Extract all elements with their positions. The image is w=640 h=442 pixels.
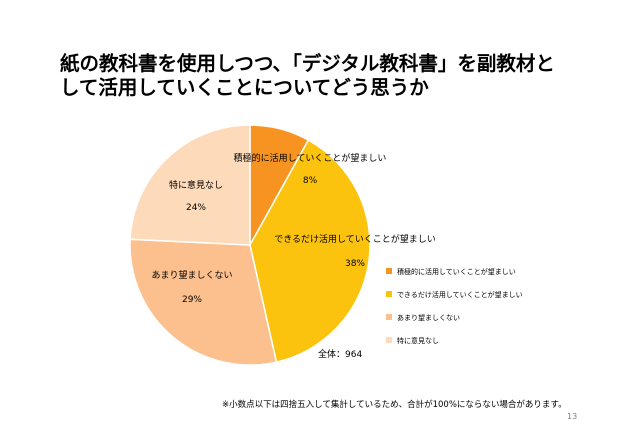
slice-label-not-desirable: あまり望ましくない xyxy=(151,269,232,281)
slice-value-use-where-possible: 38% xyxy=(345,259,365,269)
legend-label-not-desirable: あまり望ましくない xyxy=(397,313,460,322)
legend-swatch-active-use xyxy=(386,268,392,274)
pie-slice-use-where-possible xyxy=(249,139,371,363)
page-number: 13 xyxy=(567,412,578,421)
footnote: ※小数点以下は四捨五入して集計しているため、合計が100%にならない場合がありま… xyxy=(222,400,567,410)
slice-value-not-desirable: 29% xyxy=(182,295,202,305)
slide-title: 紙の教科書を使用しつつ、「デジタル教科書」を副教材と して活用していくことについ… xyxy=(60,52,620,100)
slice-label-use-where-possible: できるだけ活用していくことが望ましい xyxy=(274,233,436,245)
pie-slice-not-desirable xyxy=(129,238,278,366)
legend-label-active-use: 積極的に活用していくことが望ましい xyxy=(397,267,516,276)
pie-slices xyxy=(129,124,371,366)
slice-value-no-opinion: 24% xyxy=(186,203,206,213)
pie-labels: 積極的に活用していくことが望ましい 8% できるだけ活用していくことが望ましい 38%… xyxy=(151,152,435,305)
title-line-2: して活用していくことについてどう思うか xyxy=(60,76,429,99)
pie-slice-no-opinion xyxy=(129,124,251,246)
legend-label-use-where-possible: できるだけ活用していくことが望ましい xyxy=(397,290,523,299)
legend-swatch-use-where-possible xyxy=(386,291,392,297)
legend-swatch-no-opinion xyxy=(386,337,392,343)
title-line-1: 紙の教科書を使用しつつ、「デジタル教科書」を副教材と xyxy=(60,52,555,75)
slice-label-active-use: 積極的に活用していくことが望ましい xyxy=(234,152,387,164)
legend-swatch-not-desirable xyxy=(386,314,392,320)
legend-label-no-opinion: 特に意見なし xyxy=(397,336,439,345)
total-label: 全体：964 xyxy=(318,348,362,360)
slice-value-active-use: 8% xyxy=(303,176,318,186)
slice-label-no-opinion: 特に意見なし xyxy=(169,179,223,191)
legend: 積極的に活用していくことが望ましいできるだけ活用していくことが望ましいあまり望ま… xyxy=(386,267,523,345)
